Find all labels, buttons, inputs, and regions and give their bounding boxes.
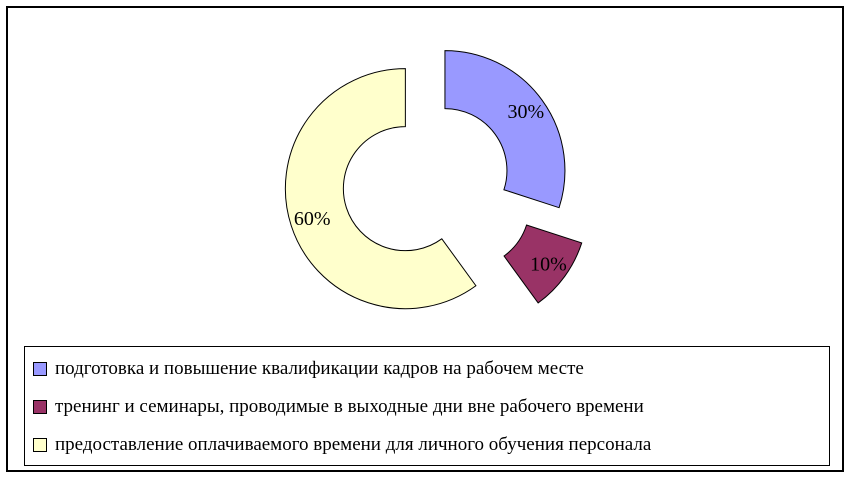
legend-item: подготовка и повышение квалификации кадр… <box>33 354 584 384</box>
legend-swatch <box>33 362 47 376</box>
slice-data-label: 60% <box>294 208 331 230</box>
legend-label: тренинг и семинары, проводимые в выходны… <box>55 396 644 417</box>
legend-item: тренинг и семинары, проводимые в выходны… <box>33 392 644 422</box>
doughnut-slice <box>444 50 566 209</box>
legend: подготовка и повышение квалификации кадр… <box>24 346 830 466</box>
legend-swatch <box>33 438 47 452</box>
legend-label: предоставление оплачиваемого времени для… <box>55 434 652 455</box>
doughnut-slice <box>503 224 583 304</box>
slice-data-label: 30% <box>508 101 545 123</box>
slices-group <box>284 50 583 310</box>
data-labels-group: 30% 10% 60% <box>294 101 567 276</box>
legend-item: предоставление оплачиваемого времени для… <box>33 430 651 460</box>
legend-swatch <box>33 400 47 414</box>
doughnut-slice <box>284 68 477 310</box>
slice-data-label: 10% <box>530 254 567 276</box>
legend-label: подготовка и повышение квалификации кадр… <box>55 358 584 379</box>
